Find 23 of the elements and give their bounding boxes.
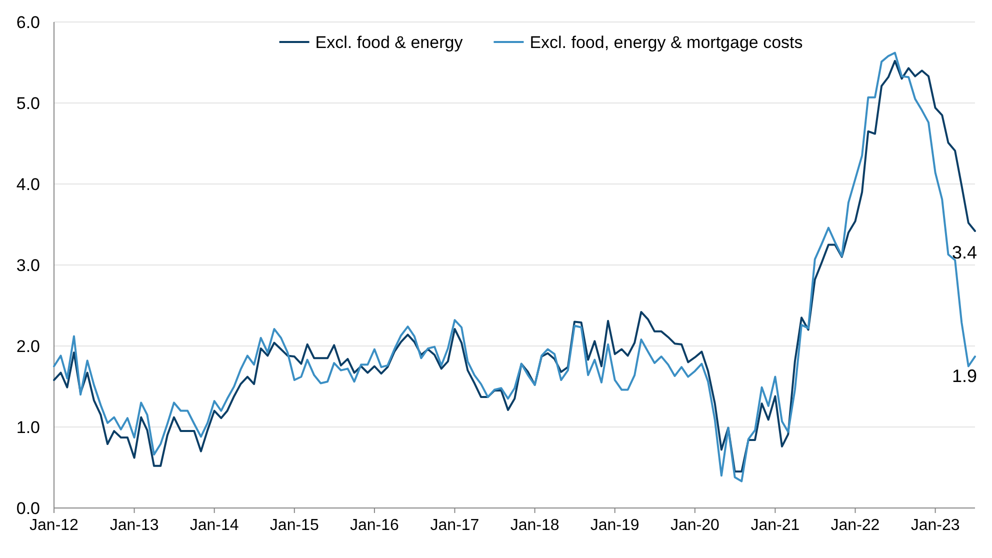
x-tick-label: Jan-21 [750, 517, 800, 534]
x-tick-label: Jan-17 [430, 517, 480, 534]
legend-label: Excl. food & energy [315, 33, 464, 52]
x-tick-label: Jan-14 [190, 517, 239, 534]
x-tick-label: Jan-20 [670, 517, 720, 534]
y-tick-label: 1.0 [16, 418, 40, 437]
x-tick-label: Jan-15 [270, 517, 319, 534]
x-tick-label: Jan-12 [30, 517, 79, 534]
y-tick-label: 4.0 [16, 175, 40, 194]
x-tick-label: Jan-18 [510, 517, 560, 534]
x-tick-label: Jan-19 [590, 517, 640, 534]
y-tick-label: 3.0 [16, 256, 40, 275]
x-tick-label: Jan-13 [110, 517, 159, 534]
legend-label: Excl. food, energy & mortgage costs [530, 33, 803, 52]
y-tick-label: 5.0 [16, 94, 40, 113]
x-tick-label: Jan-23 [910, 517, 960, 534]
annotation: 3.4 [952, 242, 977, 263]
annotation: 1.9 [952, 366, 977, 386]
y-tick-label: 2.0 [16, 337, 40, 356]
x-tick-label: Jan-16 [350, 517, 400, 534]
x-tick-label: Jan-22 [830, 517, 880, 534]
y-tick-label: 6.0 [16, 13, 40, 32]
y-tick-label: 0.0 [16, 499, 40, 518]
